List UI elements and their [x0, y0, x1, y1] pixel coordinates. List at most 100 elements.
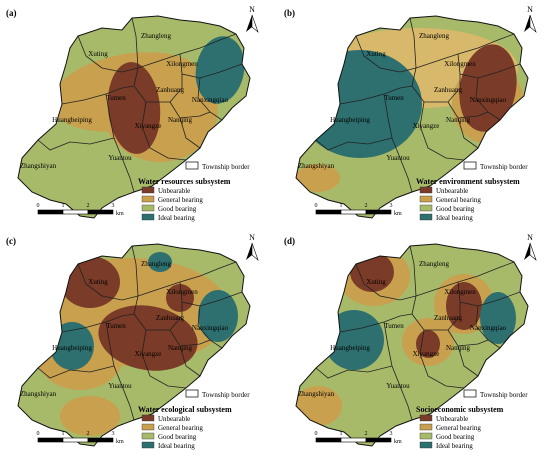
township-label: Nanxingqiao	[192, 324, 229, 332]
township-label: Zhangleng	[141, 32, 171, 40]
township-border	[169, 329, 211, 347]
zone-ideal	[324, 310, 384, 370]
scale-tick: 1	[62, 203, 65, 209]
township-label: Yuantou	[108, 382, 132, 390]
zone-ideal	[148, 252, 172, 272]
township-border	[37, 365, 115, 379]
legend-entry: Good bearing	[158, 433, 197, 441]
township-label: Zhangshiyan	[20, 390, 57, 398]
legend-swatch	[419, 195, 433, 203]
region-outline	[17, 243, 251, 447]
legend-entry: General bearing	[158, 196, 203, 204]
legend-title: Water environment subsystem	[416, 177, 520, 186]
township-border	[77, 263, 139, 301]
zone-ideal	[198, 290, 238, 342]
township-label: Zhangleng	[419, 260, 449, 268]
scale-tick: 2	[87, 431, 90, 437]
panel-label: (a)	[6, 8, 17, 18]
north-arrow-icon: N	[524, 5, 537, 33]
legend-swatch	[141, 213, 155, 221]
legend-swatch	[141, 414, 155, 422]
scale-tick: 3	[112, 203, 115, 209]
township-label: Nanxingqiao	[470, 324, 507, 332]
township-label: Huangbeiping	[330, 344, 370, 352]
township-label: Zhangshiyan	[298, 390, 335, 398]
map-body-a: Xuting Zhangleng Xilongmen Zanhuang Tumen Hua…	[17, 15, 251, 219]
township-border-label: Township border	[480, 163, 528, 171]
township-border	[447, 329, 489, 347]
township-label: Nanqing	[168, 116, 193, 124]
township-label: Tumen	[384, 94, 404, 102]
township-border	[355, 35, 417, 73]
scale-tick: 1	[62, 431, 65, 437]
zone-unbearable	[166, 284, 194, 312]
township-label: Tumen	[384, 322, 404, 330]
township-border	[131, 245, 139, 297]
township-border-legend: Township border	[463, 161, 528, 171]
township-border	[419, 101, 465, 161]
legend-title: Water ecological subsystem	[138, 405, 232, 414]
scale-bar: 0 1 2 3km	[37, 431, 125, 445]
legend-swatch	[141, 423, 155, 431]
legend-entry: General bearing	[158, 424, 203, 432]
legend-swatch	[141, 195, 155, 203]
township-label: Xuting	[88, 50, 108, 58]
zone-ideal	[195, 36, 245, 104]
legend: Water environment subsystemUnbearableGen…	[416, 177, 520, 222]
township-border-label: Township border	[202, 163, 250, 171]
township-label: Zhangleng	[141, 260, 171, 268]
legend-swatch	[419, 414, 433, 422]
legend-entry: Unbearable	[436, 187, 468, 195]
legend-entry: Unbearable	[436, 415, 468, 423]
scale-tick: 2	[365, 431, 368, 437]
legend-swatch	[419, 204, 433, 212]
township-label: Zanhuang	[156, 86, 184, 94]
township-border	[355, 263, 417, 301]
legend-swatch	[419, 441, 433, 449]
township-label: Xiyangze	[413, 122, 440, 130]
legend-swatch	[419, 423, 433, 431]
legend-entry: Good bearing	[436, 205, 475, 213]
township-label: Xiyangze	[413, 350, 440, 358]
legend-title: Water resources subsystem	[138, 177, 231, 186]
north-arrow-icon: N	[246, 233, 259, 261]
legend-entry: General bearing	[436, 424, 481, 432]
scale-tick: 3	[390, 431, 393, 437]
township-border-label: Township border	[202, 391, 250, 399]
township-border-label: Township border	[480, 391, 528, 399]
legend-entry: Unbearable	[158, 415, 190, 423]
scale-bar: 0 1 2 3km	[37, 203, 125, 217]
zone-ideal	[298, 50, 422, 158]
zone-general	[296, 164, 340, 192]
zone-unbearable	[350, 252, 394, 292]
township-label: Xilongmen	[444, 288, 476, 296]
township-border	[137, 261, 237, 297]
township-border	[411, 67, 461, 103]
township-border	[179, 117, 201, 149]
township-border	[415, 33, 515, 69]
township-label: Xuting	[88, 278, 108, 286]
township-border	[141, 329, 187, 389]
township-label: Xilongmen	[444, 60, 476, 68]
township-label: Nanqing	[446, 344, 471, 352]
panel-label: (c)	[6, 236, 16, 246]
zone-unbearable	[446, 282, 482, 330]
township-label: Zanhuang	[434, 86, 462, 94]
panel-label: (d)	[284, 236, 295, 246]
north-label: N	[527, 233, 533, 242]
legend-entry: Ideal bearing	[158, 442, 195, 450]
north-label: N	[249, 233, 255, 242]
township-label: Huangbeiping	[330, 116, 370, 124]
township-border	[179, 345, 201, 377]
township-border	[105, 321, 135, 421]
township-border	[137, 33, 237, 69]
scale-tick: 1	[340, 431, 343, 437]
township-label: Tumen	[106, 322, 126, 330]
region-outline	[295, 243, 529, 447]
legend-entry: Good bearing	[436, 433, 475, 441]
legend-entry: Good bearing	[158, 205, 197, 213]
north-label: N	[249, 5, 255, 14]
scale-tick: 3	[112, 431, 115, 437]
township-border-legend: Township border	[185, 161, 250, 171]
